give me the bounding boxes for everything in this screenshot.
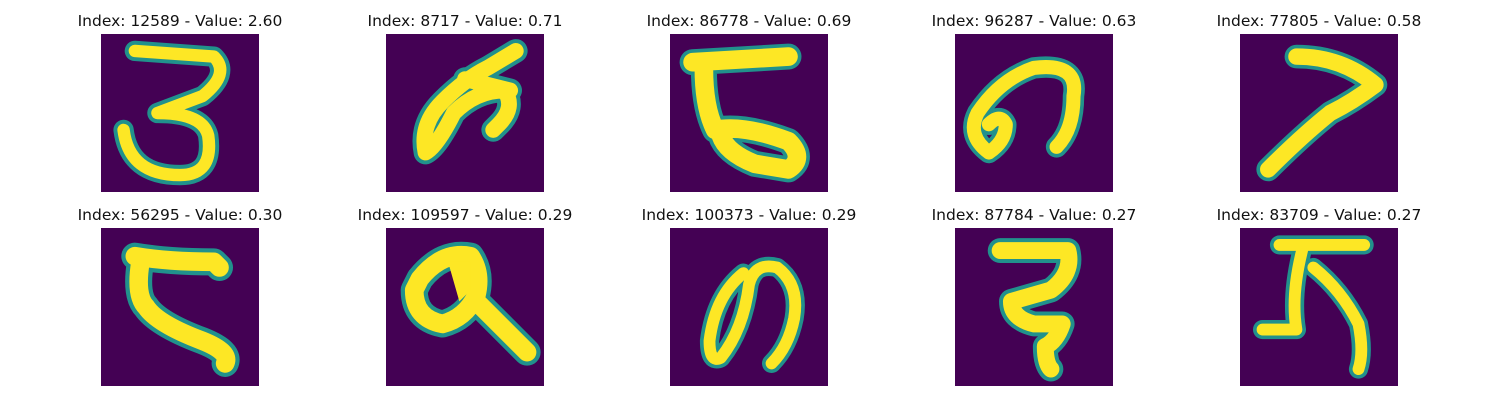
digit-image <box>386 34 544 192</box>
panel-title: Index: 8717 - Value: 0.71 <box>367 12 563 30</box>
panel-title: Index: 96287 - Value: 0.63 <box>931 12 1137 30</box>
glyph-5 <box>679 43 810 183</box>
panel-4: Index: 96287 - Value: 0.63 <box>899 11 1169 201</box>
glyph-2 <box>987 238 1082 382</box>
digit-image <box>670 228 828 386</box>
glyph-0 <box>963 56 1085 164</box>
glyph-9 <box>400 241 541 366</box>
panel-title: Index: 86778 - Value: 0.69 <box>646 12 852 30</box>
panel-title: Index: 77805 - Value: 0.58 <box>1216 12 1422 30</box>
panel-title: Index: 100373 - Value: 0.29 <box>641 206 857 224</box>
panel-10: Index: 83709 - Value: 0.27 <box>1184 205 1454 395</box>
glyph-no <box>699 256 805 374</box>
glyph-5 <box>121 242 240 377</box>
digit-image <box>386 228 544 386</box>
glyph-3 <box>113 40 231 186</box>
digit-image <box>1240 228 1398 386</box>
panel-1: Index: 12589 - Value: 2.60 <box>45 11 315 201</box>
panel-title: Index: 12589 - Value: 2.60 <box>77 12 283 30</box>
digit-image <box>101 228 259 386</box>
panel-7: Index: 109597 - Value: 0.29 <box>330 205 600 395</box>
panel-3: Index: 86778 - Value: 0.69 <box>614 11 884 201</box>
glyph-7 <box>1252 235 1374 379</box>
panel-title: Index: 109597 - Value: 0.29 <box>357 206 573 224</box>
panel-8: Index: 100373 - Value: 0.29 <box>614 205 884 395</box>
digit-image <box>101 34 259 192</box>
panel-title: Index: 56295 - Value: 0.30 <box>77 206 283 224</box>
panel-title: Index: 83709 - Value: 0.27 <box>1216 206 1422 224</box>
digit-image <box>1240 34 1398 192</box>
panel-6: Index: 56295 - Value: 0.30 <box>45 205 315 395</box>
digit-image <box>955 34 1113 192</box>
digit-image <box>670 34 828 192</box>
panel-5: Index: 77805 - Value: 0.58 <box>1184 11 1454 201</box>
glyph-7 <box>1256 44 1388 182</box>
glyph-2 <box>412 39 528 165</box>
panel-2: Index: 8717 - Value: 0.71 <box>330 11 600 201</box>
panel-9: Index: 87784 - Value: 0.27 <box>899 205 1169 395</box>
panel-title: Index: 87784 - Value: 0.27 <box>931 206 1137 224</box>
digit-image <box>955 228 1113 386</box>
